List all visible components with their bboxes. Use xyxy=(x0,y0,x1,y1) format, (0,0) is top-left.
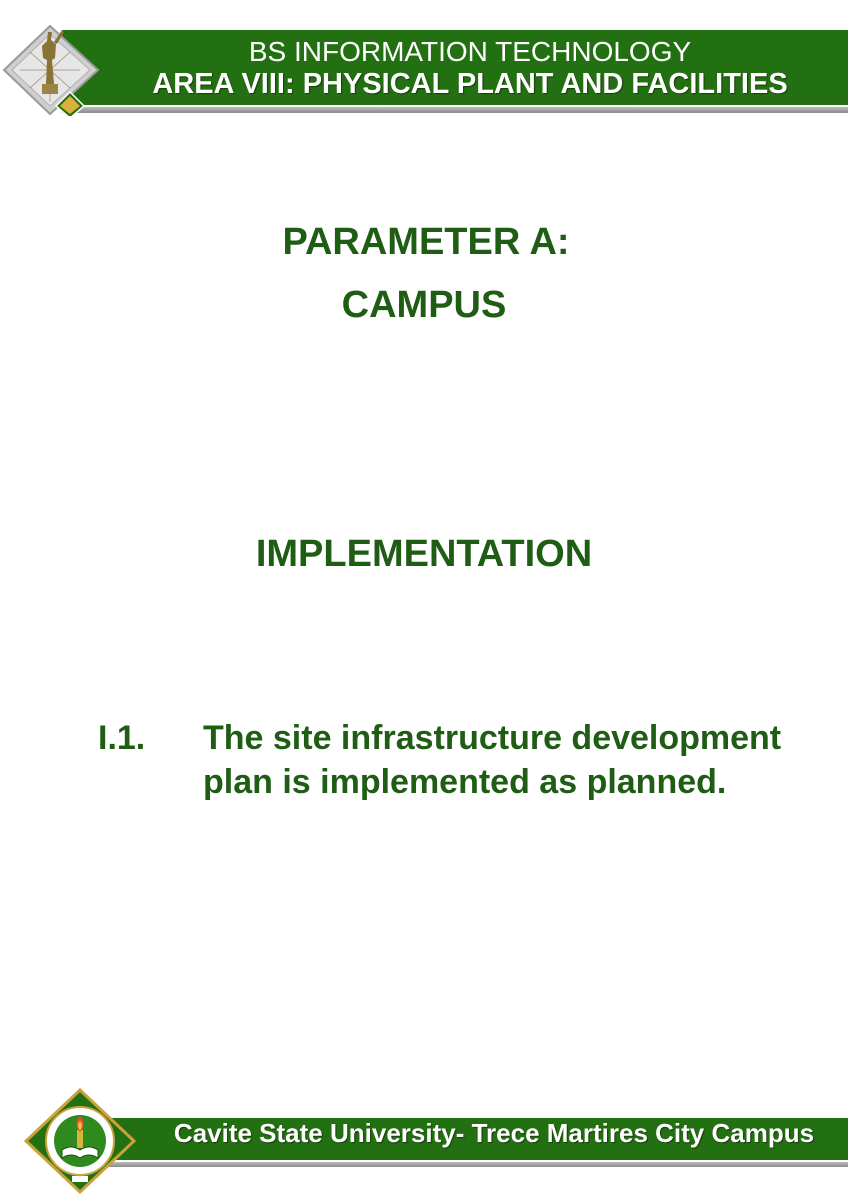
implementation-heading: IMPLEMENTATION xyxy=(255,533,593,575)
item-number: I.1. xyxy=(98,719,146,757)
header-divider xyxy=(62,107,848,113)
program-title: BS INFORMATION TECHNOLOGY xyxy=(248,36,692,67)
campus-heading: CAMPUS xyxy=(341,284,507,326)
university-seal-icon xyxy=(24,1088,136,1194)
header-band xyxy=(62,30,848,105)
parameter-heading: PARAMETER A: xyxy=(282,221,570,263)
item-text: The site infrastructure development plan… xyxy=(203,719,782,801)
footer-divider xyxy=(62,1162,848,1167)
university-name: Cavite State University- Trece Martires … xyxy=(173,1118,815,1148)
statue-emblem-icon xyxy=(2,24,100,116)
footer-band xyxy=(62,1118,848,1160)
area-title: AREA VIII: PHYSICAL PLANT AND FACILITIES xyxy=(152,68,788,100)
